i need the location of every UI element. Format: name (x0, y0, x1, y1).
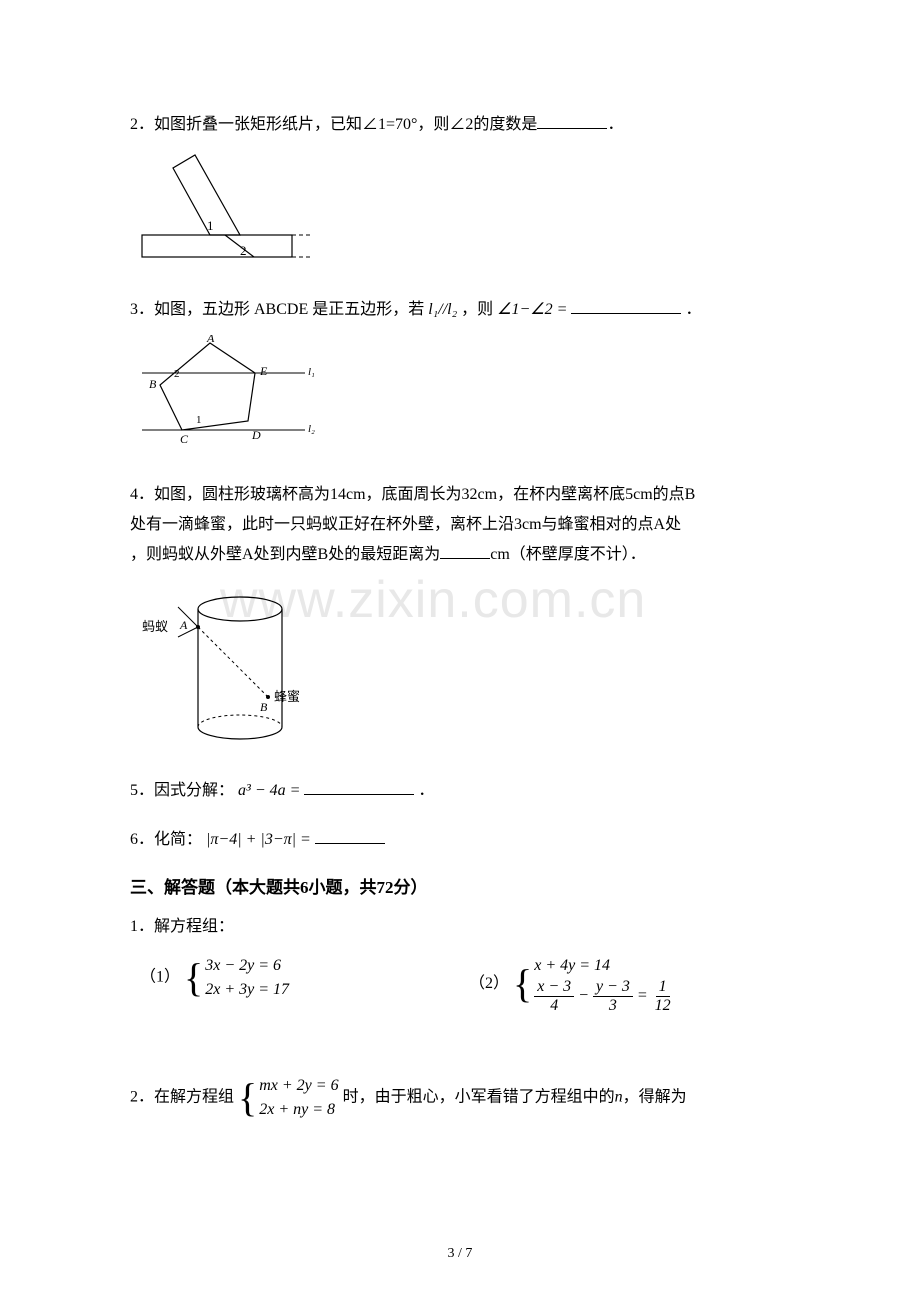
problem-2: 2．在解方程组 { mx + 2y = 6 2x + ny = 8 时，由于粗心… (130, 1074, 790, 1122)
q4-line3b: cm（杯壁厚度不计）． (490, 546, 646, 563)
q3-label-D: D (251, 428, 261, 442)
p2-text-c: ，得解为 (623, 1089, 687, 1106)
q3-label-l1: l₁ (308, 366, 315, 378)
q2-text: 2．如图折叠一张矩形纸片，已知∠1=70°，则∠2的度数是 (130, 116, 537, 133)
question-4: 4．如图，圆柱形玻璃杯高为14cm，底面周长为32cm，在杯内壁离杯底5cm的点… (130, 480, 790, 759)
q2-label-1: 1 (207, 218, 214, 233)
q5-expr: a³ − 4a = (238, 782, 300, 799)
q4-figure: 蚂蚁 A B 蜂蜜 (140, 587, 790, 758)
q3-label-1: 1 (196, 414, 202, 426)
page-content: 2．如图折叠一张矩形纸片，已知∠1=70°，则∠2的度数是 ． 1 2 3．如图，… (130, 110, 790, 1122)
q4-line3a: ，则蚂蚁从外壁A处到内壁B处的最短距离为 (130, 546, 440, 563)
problem-1: 1．解方程组： （1） { 3x − 2y = 6 2x + 3y = 17 （… (130, 912, 790, 1015)
question-3: 3．如图，五边形 ABCDE 是正五边形，若 l₁//l₂ ，则 ∠1−∠2 =… (130, 295, 790, 462)
q5-text: 5．因式分解： (130, 782, 234, 799)
q4-label-B: B (260, 700, 268, 714)
q4-label-A: A (179, 618, 188, 632)
p1-sub2-label: （2） (469, 975, 509, 992)
p2-eq2: 2x + ny = 8 (259, 1098, 338, 1122)
p1-sub2: （2） { x + 4y = 14 x − 34 − y − 33 = 112 (469, 954, 674, 1014)
q3-label-2: 2 (174, 368, 180, 380)
question-2: 2．如图折叠一张矩形纸片，已知∠1=70°，则∠2的度数是 ． 1 2 (130, 110, 790, 277)
q2-blank (537, 113, 607, 129)
p1-sub1-eq1: 3x − 2y = 6 (205, 954, 289, 978)
q4-label-ant: 蚂蚁 (142, 619, 168, 634)
q6-blank (315, 828, 385, 844)
p2-text-b: 时，由于粗心，小军看错了方程组中的 (343, 1089, 615, 1106)
p1-text: 1．解方程组： (130, 912, 790, 942)
q5-period: ． (418, 782, 434, 799)
q3-label-C: C (180, 432, 189, 446)
q3-text: 3．如图，五边形 ABCDE 是正五边形，若 (130, 301, 424, 318)
p2-eq1: mx + 2y = 6 (259, 1074, 338, 1098)
q3-mid: ，则 (461, 301, 493, 318)
q6-expr: |π−4| + |3−π| = (206, 831, 311, 848)
q2-figure: 1 2 (140, 150, 790, 276)
q2-label-2: 2 (240, 243, 247, 258)
q3-expr2: ∠1−∠2 = (497, 301, 567, 318)
q4-blank (440, 543, 490, 559)
q4-label-honey: 蜂蜜 (274, 689, 300, 704)
p1-sub2-eq2: x − 34 − y − 33 = 112 (534, 978, 673, 1014)
q4-line2: 处有一滴蜂蜜，此时一只蚂蚁正好在杯外壁，离杯上沿3cm与蜂蜜相对的点A处 (130, 510, 790, 540)
p1-sub1-eq2: 2x + 3y = 17 (205, 978, 289, 1002)
q3-blank (571, 298, 681, 314)
question-5: 5．因式分解： a³ − 4a = ． (130, 776, 790, 806)
q3-label-B: B (149, 377, 157, 391)
q2-period: ． (607, 116, 623, 133)
q3-label-l2: l₂ (308, 423, 315, 435)
p1-sub2-eq1: x + 4y = 14 (534, 954, 673, 978)
p2-n: n (615, 1089, 623, 1106)
section-3-header: 三、解答题（本大题共6小题，共72分） (130, 873, 790, 898)
p2-text-a: 2．在解方程组 (130, 1089, 234, 1106)
q3-label-E: E (259, 364, 268, 378)
q4-line1: 4．如图，圆柱形玻璃杯高为14cm，底面周长为32cm，在杯内壁离杯底5cm的点… (130, 480, 790, 510)
q3-label-A: A (206, 335, 215, 345)
q3-figure: A B C D E l₁ l₂ 2 1 (140, 335, 790, 461)
q6-text: 6．化简： (130, 831, 202, 848)
page-number: 3 / 7 (0, 1246, 920, 1262)
q3-period: ． (685, 301, 701, 318)
p1-sub1-label: （1） (140, 969, 180, 986)
p1-sub1: （1） { 3x − 2y = 6 2x + 3y = 17 (140, 954, 289, 1014)
q5-blank (304, 779, 414, 795)
q3-expr: l₁//l₂ (428, 301, 457, 318)
question-6: 6．化简： |π−4| + |3−π| = (130, 825, 790, 855)
